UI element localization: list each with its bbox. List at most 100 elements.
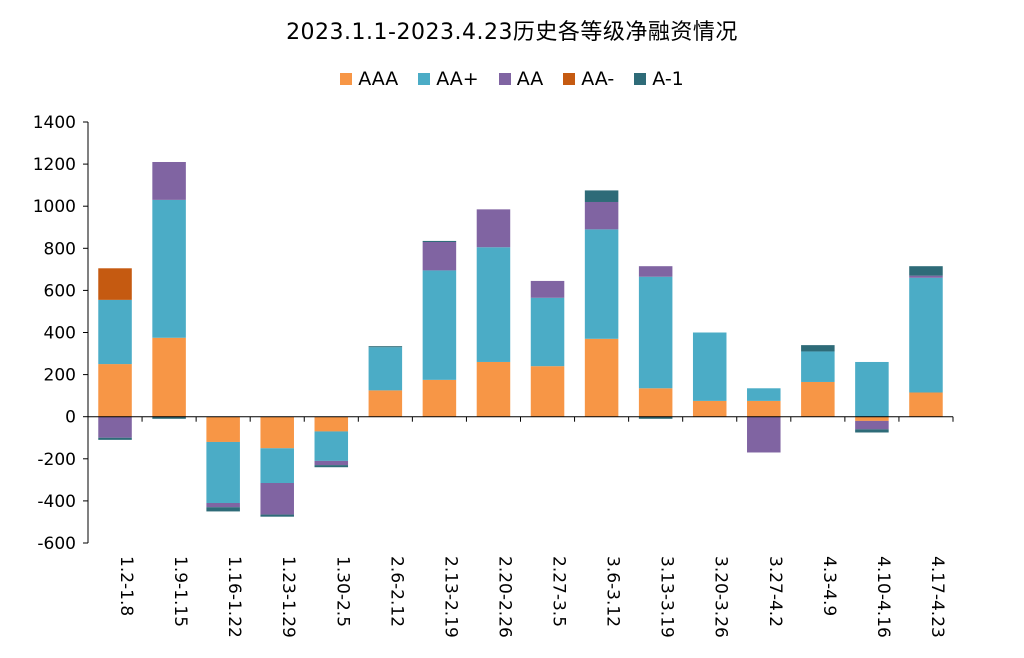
bar-AA-4.10-4.16 <box>855 420 889 430</box>
x-tick-label: 1.23-1.29 <box>278 556 298 638</box>
bar-AA-3.6-3.12 <box>584 201 619 230</box>
bar-AAA-1.23-1.29 <box>260 416 294 449</box>
bar-AA-1.2-1.8 <box>98 416 132 438</box>
bar-AAA-2.6-2.12 <box>368 390 403 417</box>
bar-AA-1.23-1.29 <box>260 483 294 515</box>
bar-AA-3.13-3.19 <box>638 266 673 277</box>
bar-AA-4.17-4.23 <box>909 275 943 278</box>
legend-swatch <box>634 73 647 85</box>
x-tick-label: 1.16-1.22 <box>224 556 244 638</box>
bar-AAA-1.30-2.5 <box>314 416 349 432</box>
x-tick-label: 2.20-2.26 <box>494 556 514 638</box>
bar-AA-1.9-1.15 <box>152 161 186 200</box>
legend-label: AA- <box>581 68 615 90</box>
legend-swatch <box>498 73 511 85</box>
bar-AAA-4.3-4.9 <box>801 381 835 417</box>
x-tick-label: 1.30-2.5 <box>332 556 352 627</box>
y-tick-label: -400 <box>37 492 76 512</box>
chart-title: 2023.1.1-2023.4.23历史各等级净融资情况 <box>286 20 738 45</box>
legend-label: AA <box>516 68 544 90</box>
bar-AA+-1.9-1.15 <box>152 199 186 338</box>
bar-A-1-3.6-3.12 <box>584 190 619 202</box>
bar-AAA-3.27-4.2 <box>747 400 781 417</box>
bar-AA-1.16-1.22 <box>206 503 240 508</box>
legend-item-AA-: AA- <box>563 68 614 90</box>
bar-A-1-4.17-4.23 <box>909 266 943 276</box>
x-tick-label: 3.27-4.2 <box>765 556 785 627</box>
bar-AA+-4.10-4.16 <box>855 361 889 417</box>
x-tick-label: 1.2-1.8 <box>116 556 136 616</box>
y-tick-label: -200 <box>37 450 76 470</box>
x-tick-label: 3.20-3.26 <box>711 556 731 638</box>
bar-AAA-1.2-1.8 <box>98 364 132 417</box>
legend-label: AAA <box>358 68 399 90</box>
bar-AA+-2.20-2.26 <box>476 247 511 362</box>
x-axis: 1.2-1.8 1.9-1.15 1.16-1.22 1.23-1.29 1.30-2.… <box>87 416 954 638</box>
bar-A-1-4.3-4.9 <box>801 345 835 352</box>
bar-AA+-1.23-1.29 <box>260 448 294 484</box>
bar-AA-2.13-2.19 <box>422 241 457 271</box>
bar-AA+-2.13-2.19 <box>422 270 457 380</box>
bar-AA-1.30-2.5 <box>314 460 349 466</box>
bar-AAA-3.13-3.19 <box>638 388 673 417</box>
bar-A-1-1.30-2.5 <box>314 465 349 468</box>
y-tick-label: 200 <box>44 366 76 386</box>
legend: AAA AA+ AA AA- A-1 <box>0 68 1024 90</box>
bar-A-1-2.13-2.19 <box>422 240 457 242</box>
y-tick-label: 1400 <box>33 113 76 133</box>
legend-swatch <box>340 73 353 85</box>
y-tick-label: 800 <box>44 239 76 259</box>
legend-item-AA: AA <box>498 68 544 90</box>
bar-AAA-2.27-3.5 <box>530 366 565 417</box>
bar-AA+-4.3-4.9 <box>801 351 835 382</box>
y-tick-label: 400 <box>44 324 76 344</box>
bar-A-1-1.2-1.8 <box>98 437 132 440</box>
bar-AAA-1.9-1.15 <box>152 337 186 417</box>
x-tick-label: 2.6-2.12 <box>386 556 406 627</box>
bar-AAA-4.17-4.23 <box>909 392 943 417</box>
bars <box>98 161 943 517</box>
x-tick-label: 3.13-3.19 <box>657 556 677 638</box>
bar-AA+-3.20-3.26 <box>692 332 727 401</box>
bar-AA+-3.6-3.12 <box>584 229 619 339</box>
bar-AAA-1.16-1.22 <box>206 416 240 442</box>
bar-AAA-3.20-3.26 <box>692 400 727 417</box>
x-tick-label: 4.10-4.16 <box>873 556 893 638</box>
legend-item-AAA: AAA <box>340 68 398 90</box>
y-tick-label: 1200 <box>33 155 76 175</box>
y-tick-label: -600 <box>37 534 76 554</box>
legend-item-A-1: A-1 <box>634 68 684 90</box>
y-tick-label: 1000 <box>33 197 76 217</box>
bar-AA+-2.27-3.5 <box>530 297 565 367</box>
x-tick-label: 2.27-3.5 <box>549 556 569 627</box>
bar-AA-2.27-3.5 <box>530 280 565 298</box>
bar-AA+-1.16-1.22 <box>206 441 240 504</box>
legend-swatch <box>563 73 576 85</box>
x-tick-label: 4.17-4.23 <box>927 556 947 638</box>
x-tick-label: 2.13-2.19 <box>440 556 460 638</box>
bar-AA+-3.27-4.2 <box>747 388 781 401</box>
bar-AAA-2.13-2.19 <box>422 379 457 417</box>
bar-A-1-1.23-1.29 <box>260 514 294 517</box>
bar-AA-2.20-2.26 <box>476 209 511 248</box>
bar-A-1-3.13-3.19 <box>638 416 673 419</box>
bar-AAA-3.6-3.12 <box>584 338 619 417</box>
bar-AA+-2.6-2.12 <box>368 347 403 391</box>
bar-AA+-1.30-2.5 <box>314 431 349 461</box>
x-tick-label: 1.9-1.15 <box>170 556 190 627</box>
legend-swatch <box>418 73 431 85</box>
bar-A-1-4.10-4.16 <box>855 429 889 433</box>
bar-A-1-2.6-2.12 <box>368 346 403 348</box>
legend-label: AA+ <box>436 68 479 90</box>
bar-AA--1.2-1.8 <box>98 268 132 300</box>
bar-AA+-1.2-1.8 <box>98 299 132 365</box>
bar-AA-3.27-4.2 <box>747 416 781 453</box>
legend-item-AA+: AA+ <box>418 68 479 90</box>
y-tick-label: 0 <box>65 408 76 428</box>
bar-A-1-1.9-1.15 <box>152 416 186 419</box>
legend-label: A-1 <box>652 68 684 90</box>
bar-AA+-3.13-3.19 <box>638 276 673 389</box>
bar-A-1-1.16-1.22 <box>206 507 240 512</box>
bar-AA+-4.17-4.23 <box>909 277 943 393</box>
